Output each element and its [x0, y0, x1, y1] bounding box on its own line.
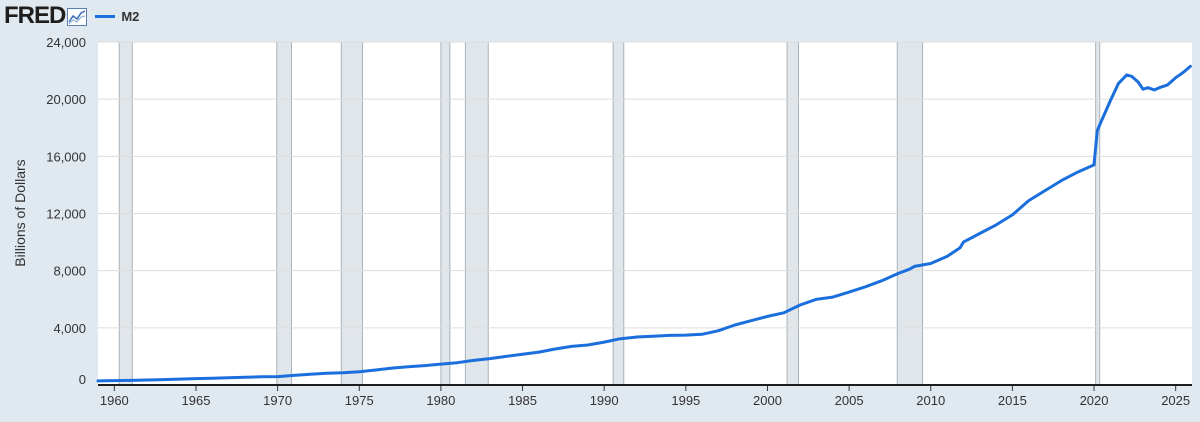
x-tick-label: 2005 — [835, 393, 864, 408]
x-tick-label: 2010 — [916, 393, 945, 408]
y-tick-label: 0 — [79, 372, 86, 387]
y-tick-label: 16,000 — [46, 149, 86, 164]
y-tick-label: 12,000 — [46, 207, 86, 222]
legend-label-m2: M2 — [121, 8, 140, 24]
y-tick-label: 8,000 — [53, 264, 86, 279]
legend[interactable]: M2 — [95, 9, 139, 24]
x-tick-label: 1965 — [182, 393, 211, 408]
chart-header: FRED M2 — [4, 2, 139, 30]
y-tick-label: 20,000 — [46, 92, 86, 107]
x-tick-label: 1995 — [671, 393, 700, 408]
x-tick-label: 1970 — [263, 393, 292, 408]
x-tick-label: 2020 — [1080, 393, 1109, 408]
x-tick-label: 1990 — [590, 393, 619, 408]
x-tick-label: 2015 — [998, 393, 1027, 408]
series-line-m2 — [96, 64, 1192, 383]
legend-swatch — [95, 14, 116, 18]
y-tick-label: 4,000 — [53, 321, 86, 336]
plot-area[interactable]: 0 4,000 8,000 12,000 16,000 20,000 24,000 1960 1… — [46, 35, 1192, 408]
line-chart-icon — [67, 7, 88, 26]
x-tick-label: 1960 — [100, 393, 129, 408]
x-tick-label: 2025 — [1161, 393, 1190, 408]
fred-logo[interactable]: FRED — [4, 2, 66, 29]
x-tick-label: 1985 — [508, 393, 537, 408]
y-tick-label: 24,000 — [46, 35, 86, 50]
x-tick-label: 1980 — [426, 393, 455, 408]
x-tick-label: 2000 — [753, 393, 782, 408]
x-tick-label: 1975 — [345, 393, 374, 408]
y-axis-label: Billions of Dollars — [12, 159, 28, 266]
